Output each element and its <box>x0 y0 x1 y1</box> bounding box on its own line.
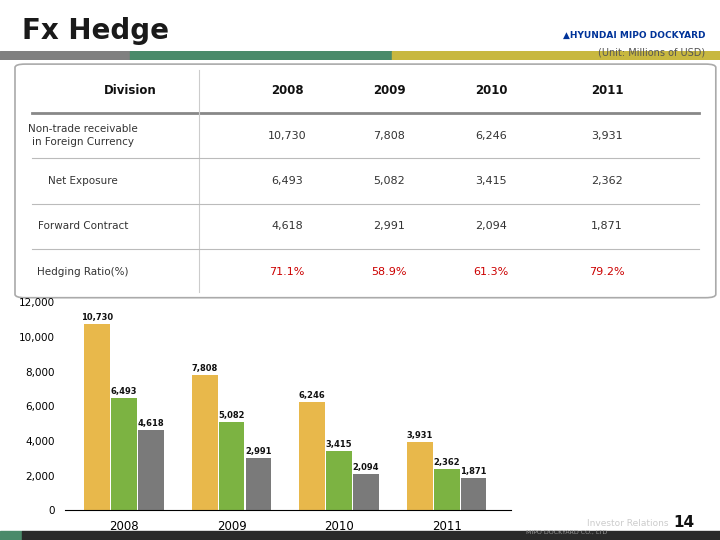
Text: 2011: 2011 <box>590 84 624 97</box>
Text: 14: 14 <box>674 515 695 530</box>
Text: 2009: 2009 <box>373 84 405 97</box>
Bar <box>0 51 130 60</box>
Text: Non-trade receivable
in Foreign Currency: Non-trade receivable in Foreign Currency <box>28 124 138 147</box>
Text: 1,871: 1,871 <box>460 467 487 476</box>
Text: 1,871: 1,871 <box>591 221 623 231</box>
Text: 71.1%: 71.1% <box>269 267 305 276</box>
Text: MIPO DOCKYARD CO., LTD: MIPO DOCKYARD CO., LTD <box>526 530 607 535</box>
Text: 4,618: 4,618 <box>138 419 164 428</box>
Text: 3,415: 3,415 <box>325 440 352 449</box>
Text: 3,931: 3,931 <box>591 131 623 140</box>
Text: Net Exposure: Net Exposure <box>48 176 118 186</box>
Text: 6,493: 6,493 <box>111 387 138 396</box>
Text: (Unit: Millions of USD): (Unit: Millions of USD) <box>598 48 706 57</box>
Text: 10,730: 10,730 <box>268 131 307 140</box>
Text: 2,094: 2,094 <box>353 463 379 472</box>
Text: 5,082: 5,082 <box>374 176 405 186</box>
Text: 6,493: 6,493 <box>271 176 303 186</box>
Bar <box>138 430 163 510</box>
Text: 2,991: 2,991 <box>246 448 271 456</box>
Text: Division: Division <box>104 84 157 97</box>
Text: 3,415: 3,415 <box>475 176 507 186</box>
Bar <box>130 51 392 60</box>
Text: 2,991: 2,991 <box>373 221 405 231</box>
Bar <box>0 531 22 539</box>
Text: ▲HYUNDAI: ▲HYUNDAI <box>526 515 599 528</box>
Text: 61.3%: 61.3% <box>474 267 509 276</box>
Text: Forward Contract: Forward Contract <box>38 221 128 231</box>
Text: 6,246: 6,246 <box>475 131 507 140</box>
Bar <box>219 422 244 510</box>
Text: 79.2%: 79.2% <box>589 267 625 276</box>
Text: 5,082: 5,082 <box>218 411 245 420</box>
Bar <box>192 375 217 510</box>
Text: Hedging Ratio(%): Hedging Ratio(%) <box>37 267 129 276</box>
Bar <box>326 451 352 510</box>
Text: 2,362: 2,362 <box>591 176 623 186</box>
Bar <box>84 325 110 510</box>
Text: 10,730: 10,730 <box>81 313 113 322</box>
Text: 4,618: 4,618 <box>271 221 303 231</box>
Bar <box>246 458 271 510</box>
Text: 2008: 2008 <box>271 84 303 97</box>
Bar <box>407 442 433 510</box>
FancyBboxPatch shape <box>15 64 716 298</box>
Bar <box>353 474 379 510</box>
Bar <box>111 398 137 510</box>
Text: 2,362: 2,362 <box>433 458 460 467</box>
Text: Fx Hedge: Fx Hedge <box>22 17 168 45</box>
Text: 2010: 2010 <box>475 84 508 97</box>
Text: 7,808: 7,808 <box>373 131 405 140</box>
Bar <box>461 478 487 510</box>
Text: 3,931: 3,931 <box>407 431 433 440</box>
Text: 2,094: 2,094 <box>475 221 507 231</box>
Text: 6,246: 6,246 <box>299 391 325 400</box>
Text: Investor Relations: Investor Relations <box>587 519 668 528</box>
Bar <box>392 51 720 60</box>
Text: ▲HYUNDAI MIPO DOCKYARD: ▲HYUNDAI MIPO DOCKYARD <box>563 31 706 40</box>
Text: 7,808: 7,808 <box>192 364 217 373</box>
Bar <box>300 402 325 510</box>
Text: 58.9%: 58.9% <box>372 267 407 276</box>
Bar <box>433 469 459 510</box>
